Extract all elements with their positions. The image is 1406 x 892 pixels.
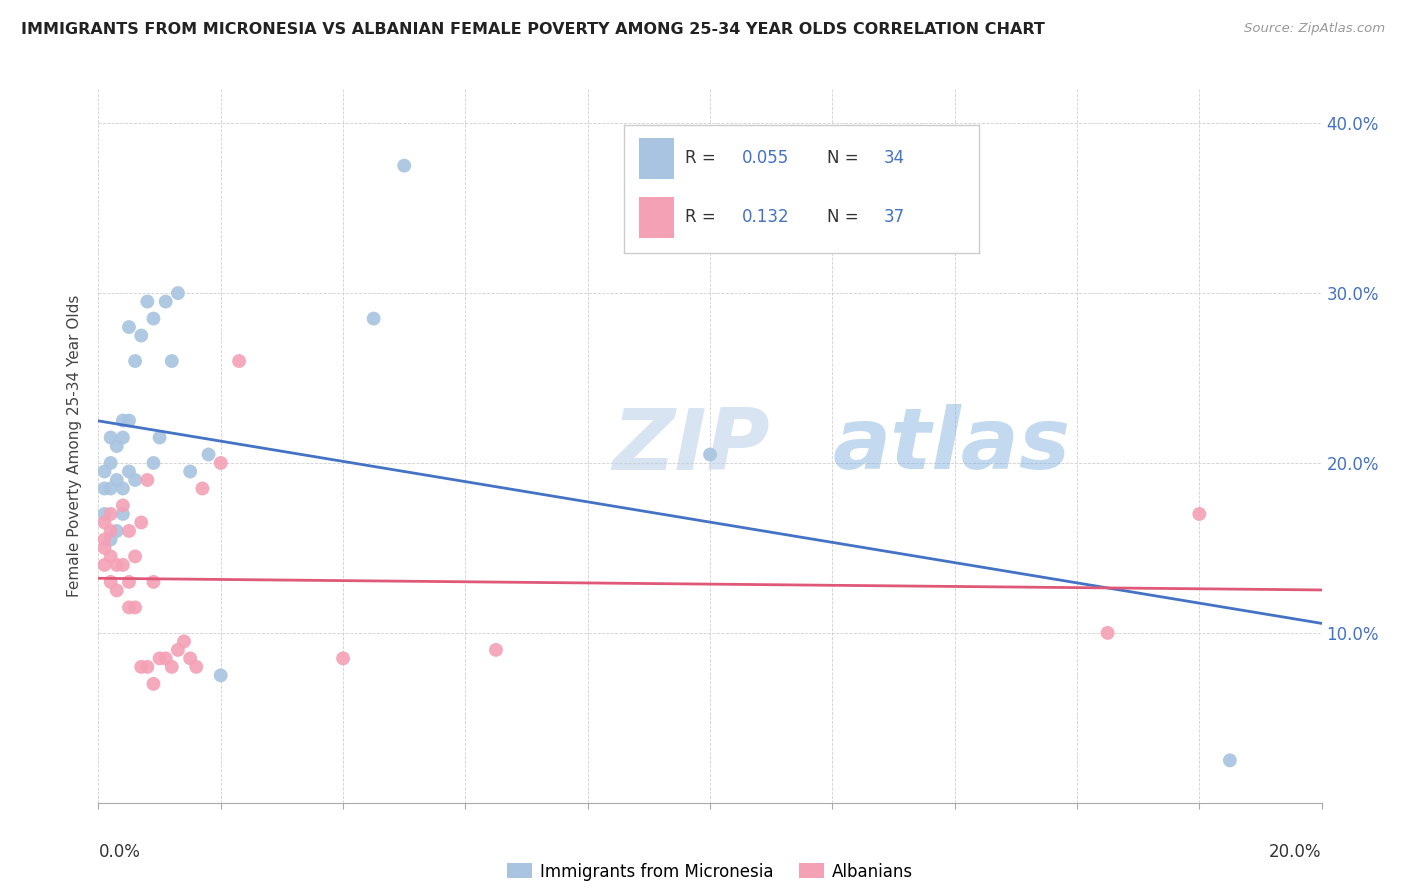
Text: Source: ZipAtlas.com: Source: ZipAtlas.com <box>1244 22 1385 36</box>
Point <box>142 677 165 691</box>
Point <box>142 456 165 470</box>
Point <box>111 482 134 496</box>
Point <box>142 311 165 326</box>
Point <box>93 541 115 555</box>
Point <box>129 328 152 343</box>
Point <box>100 507 122 521</box>
Point <box>167 286 190 301</box>
Point <box>155 294 177 309</box>
Point <box>93 465 115 479</box>
Point <box>118 524 141 538</box>
Point <box>111 507 134 521</box>
Point <box>93 516 115 530</box>
Point <box>100 456 122 470</box>
Point <box>155 651 177 665</box>
Point <box>186 660 208 674</box>
Point <box>191 482 214 496</box>
Point <box>105 473 128 487</box>
Point <box>100 549 122 564</box>
Point <box>173 634 195 648</box>
Point <box>1219 753 1241 767</box>
Point <box>93 533 115 547</box>
Point <box>118 413 141 427</box>
Point <box>209 668 232 682</box>
Point <box>228 354 250 368</box>
Point <box>105 439 128 453</box>
Point <box>111 558 134 572</box>
Point <box>160 660 183 674</box>
Point <box>167 643 190 657</box>
Text: IMMIGRANTS FROM MICRONESIA VS ALBANIAN FEMALE POVERTY AMONG 25-34 YEAR OLDS CORR: IMMIGRANTS FROM MICRONESIA VS ALBANIAN F… <box>21 22 1045 37</box>
Point <box>100 430 122 444</box>
Point <box>93 507 115 521</box>
Point <box>1097 626 1119 640</box>
Point <box>136 660 159 674</box>
Point <box>209 456 232 470</box>
Text: ZIP: ZIP <box>612 404 770 488</box>
Point <box>118 465 141 479</box>
Point <box>179 651 201 665</box>
Point <box>332 651 354 665</box>
Point <box>100 574 122 589</box>
Point <box>105 524 128 538</box>
Point <box>118 320 141 334</box>
Point <box>142 574 165 589</box>
Point <box>111 430 134 444</box>
Point <box>105 583 128 598</box>
Point <box>124 473 146 487</box>
Point <box>179 465 201 479</box>
Point <box>1188 507 1211 521</box>
Point <box>111 499 134 513</box>
Point <box>363 311 385 326</box>
Text: 20.0%: 20.0% <box>1270 843 1322 861</box>
Point <box>93 482 115 496</box>
Point <box>149 651 172 665</box>
Point <box>136 294 159 309</box>
Point <box>100 533 122 547</box>
Point <box>118 600 141 615</box>
Point <box>160 354 183 368</box>
Point <box>129 660 152 674</box>
Point <box>124 549 146 564</box>
Point <box>105 558 128 572</box>
Point <box>124 354 146 368</box>
Point <box>93 558 115 572</box>
Point <box>392 159 416 173</box>
Point <box>197 448 219 462</box>
Text: atlas: atlas <box>832 404 1070 488</box>
Point <box>124 600 146 615</box>
Point <box>111 413 134 427</box>
Point <box>699 448 721 462</box>
Legend: Immigrants from Micronesia, Albanians: Immigrants from Micronesia, Albanians <box>501 856 920 888</box>
Point <box>129 516 152 530</box>
Point <box>118 574 141 589</box>
Point <box>485 643 508 657</box>
Point <box>100 482 122 496</box>
Point <box>149 430 172 444</box>
Point <box>136 473 159 487</box>
Point <box>100 524 122 538</box>
Text: 0.0%: 0.0% <box>98 843 141 861</box>
Y-axis label: Female Poverty Among 25-34 Year Olds: Female Poverty Among 25-34 Year Olds <box>67 295 83 597</box>
